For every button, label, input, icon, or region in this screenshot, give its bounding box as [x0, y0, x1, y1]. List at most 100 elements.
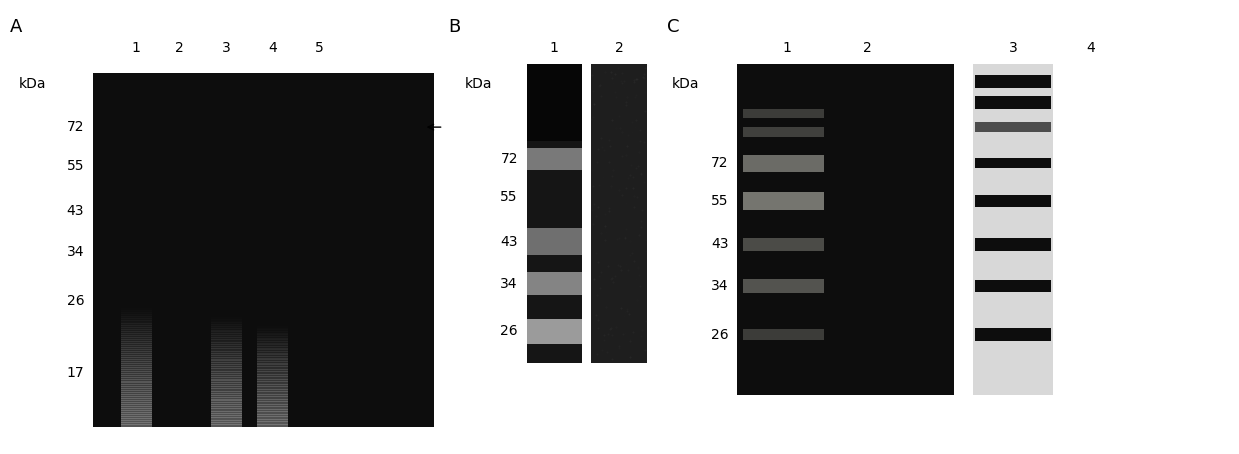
Bar: [121, 388, 151, 391]
Bar: [121, 386, 151, 390]
Bar: [121, 361, 151, 364]
Bar: [211, 415, 242, 418]
Bar: [211, 390, 242, 392]
Bar: [211, 395, 242, 398]
Bar: [256, 413, 287, 415]
Text: C: C: [667, 18, 679, 36]
Bar: [256, 371, 287, 374]
Bar: [743, 238, 824, 251]
Bar: [256, 330, 287, 332]
Bar: [256, 373, 287, 375]
Bar: [211, 321, 242, 323]
Bar: [121, 408, 151, 411]
Bar: [121, 363, 151, 366]
Bar: [211, 335, 242, 338]
Bar: [975, 122, 1051, 132]
Bar: [121, 311, 151, 315]
Bar: [211, 424, 242, 427]
Bar: [975, 75, 1051, 88]
Bar: [211, 357, 242, 360]
Bar: [211, 340, 242, 343]
Bar: [256, 361, 287, 364]
Bar: [121, 347, 151, 350]
Bar: [591, 64, 647, 363]
Bar: [256, 388, 287, 390]
Text: 34: 34: [501, 277, 518, 291]
Bar: [211, 368, 242, 370]
Bar: [211, 400, 242, 403]
Bar: [211, 419, 242, 421]
Bar: [211, 399, 242, 401]
Bar: [256, 419, 287, 422]
Bar: [121, 379, 151, 381]
Bar: [121, 339, 151, 342]
Bar: [121, 323, 151, 326]
Bar: [211, 339, 242, 341]
Bar: [256, 403, 287, 405]
Bar: [256, 421, 287, 424]
Bar: [121, 333, 151, 336]
Bar: [211, 397, 242, 400]
Bar: [121, 310, 151, 313]
Text: 34: 34: [711, 279, 729, 293]
Bar: [211, 404, 242, 407]
Text: 43: 43: [711, 237, 729, 251]
Bar: [975, 328, 1051, 341]
Bar: [121, 370, 151, 374]
Bar: [975, 96, 1051, 109]
Text: 72: 72: [67, 120, 84, 134]
Text: 26: 26: [501, 325, 518, 338]
Bar: [256, 414, 287, 417]
Bar: [121, 320, 151, 322]
Bar: [121, 335, 151, 338]
Bar: [211, 422, 242, 425]
Bar: [211, 420, 242, 423]
Text: 72: 72: [711, 157, 729, 170]
Bar: [121, 349, 151, 352]
Bar: [211, 417, 242, 419]
Text: 72: 72: [501, 152, 518, 166]
Bar: [211, 346, 242, 349]
Bar: [256, 348, 287, 350]
Bar: [211, 355, 242, 358]
Bar: [211, 388, 242, 390]
Bar: [121, 351, 151, 354]
Text: 5: 5: [315, 41, 325, 54]
Bar: [527, 228, 582, 255]
Text: kDa: kDa: [465, 77, 492, 91]
Bar: [256, 401, 287, 404]
Bar: [256, 406, 287, 409]
Bar: [211, 366, 242, 369]
Bar: [256, 326, 287, 329]
Bar: [256, 398, 287, 400]
Bar: [121, 355, 151, 358]
Bar: [256, 396, 287, 399]
Bar: [121, 376, 151, 380]
Bar: [121, 398, 151, 401]
Bar: [121, 394, 151, 397]
Bar: [121, 359, 151, 362]
Bar: [975, 158, 1051, 168]
Bar: [121, 424, 151, 427]
Bar: [256, 340, 287, 342]
Bar: [743, 192, 824, 210]
Bar: [256, 378, 287, 380]
Bar: [93, 73, 434, 427]
Bar: [211, 359, 242, 361]
Bar: [211, 371, 242, 374]
Bar: [211, 364, 242, 367]
Bar: [121, 385, 151, 387]
Bar: [121, 412, 151, 415]
Bar: [121, 314, 151, 316]
Bar: [211, 350, 242, 352]
Bar: [211, 377, 242, 380]
Text: 2: 2: [175, 41, 185, 54]
Bar: [256, 374, 287, 377]
Bar: [256, 391, 287, 394]
Bar: [743, 155, 824, 172]
Bar: [256, 394, 287, 397]
Text: 26: 26: [711, 328, 729, 341]
Bar: [256, 370, 287, 372]
Bar: [121, 331, 151, 334]
Bar: [121, 337, 151, 340]
